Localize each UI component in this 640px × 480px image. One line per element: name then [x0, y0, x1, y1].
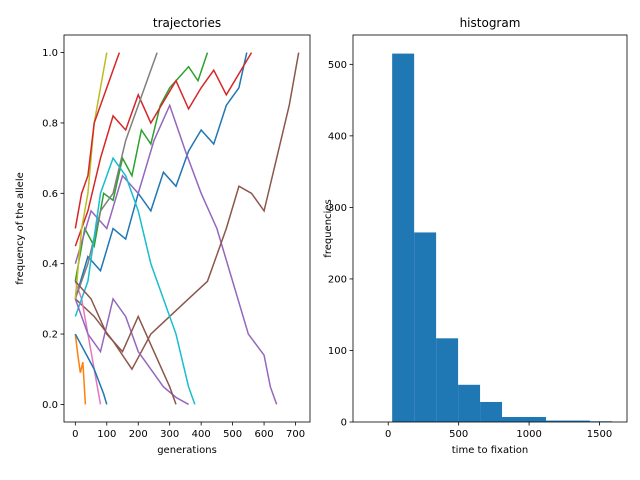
x-tick-label: 1500 [587, 429, 612, 440]
axes-frame [63, 34, 311, 423]
x-tick-label: 1000 [516, 429, 541, 440]
y-tick-label: 0 [341, 418, 347, 429]
bar [524, 416, 546, 422]
trajectory [74, 333, 87, 405]
trajectory [74, 52, 253, 247]
y-axis-label: frequency of the allele [15, 172, 26, 285]
bar [458, 384, 481, 422]
trajectory [74, 156, 196, 405]
bar [567, 420, 590, 422]
x-tick-label: 700 [286, 429, 305, 440]
bar [436, 338, 459, 422]
trajectory [74, 52, 108, 299]
x-tick-label: 0 [385, 429, 391, 440]
trajectory [74, 297, 189, 406]
trajectory [74, 333, 108, 405]
bar [414, 232, 437, 422]
bar [392, 53, 415, 423]
y-tick-label: 1.0 [42, 48, 58, 59]
x-axis-label: time to fixation [452, 445, 529, 456]
chart-title: histogram [460, 16, 521, 30]
x-tick-label: 0 [72, 429, 78, 440]
trajectory [74, 52, 121, 229]
y-tick-label: 0.2 [42, 330, 58, 341]
trajectory [74, 280, 177, 405]
y-tick-label: 400 [328, 131, 347, 142]
chart-title: trajectories [153, 16, 221, 30]
y-tick-label: 0.6 [42, 189, 58, 200]
x-tick-label: 600 [255, 429, 274, 440]
y-tick-label: 200 [328, 274, 347, 285]
x-tick-label: 200 [129, 429, 148, 440]
x-tick-label: 500 [223, 429, 242, 440]
x-tick-label: 300 [160, 429, 179, 440]
x-axis-label: generations [157, 445, 217, 456]
x-tick-label: 100 [97, 429, 116, 440]
y-tick-label: 0.0 [42, 400, 58, 411]
y-tick-label: 500 [328, 60, 347, 71]
y-tick-label: 100 [328, 346, 347, 357]
bar [480, 401, 503, 422]
axes-frame [352, 34, 628, 423]
trajectory [74, 52, 248, 300]
trajectory [74, 52, 209, 282]
x-tick-label: 500 [449, 429, 468, 440]
bar [545, 420, 568, 422]
bar [502, 416, 525, 422]
y-tick-label: 0.8 [42, 118, 58, 129]
trajectory [74, 103, 278, 405]
x-tick-label: 400 [192, 429, 211, 440]
y-tick-label: 300 [328, 203, 347, 214]
y-axis-label: frequencies [323, 199, 334, 257]
trajectory [74, 52, 300, 371]
y-tick-label: 0.4 [42, 259, 58, 270]
